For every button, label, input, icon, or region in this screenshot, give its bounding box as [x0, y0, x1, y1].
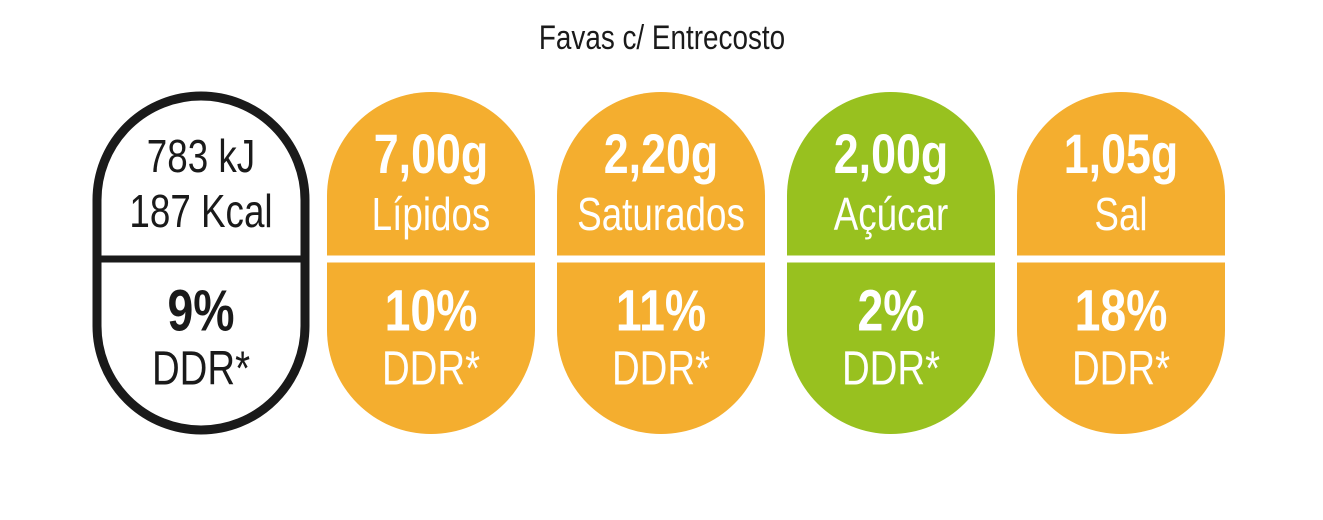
nutrient-pill — [787, 92, 995, 434]
energy-kcal: 187 Kcal — [129, 185, 272, 237]
nutrient-percent: 2% — [857, 278, 924, 343]
nutrient-amount: 7,00g — [374, 122, 489, 185]
energy-percent: 9% — [167, 278, 234, 343]
nutrient-ddr: DDR* — [842, 343, 940, 396]
nutrient-pill — [557, 92, 765, 434]
nutrient-percent: 11% — [616, 278, 706, 343]
nutrient-name: Sal — [1094, 188, 1147, 240]
energy-kj: 783 kJ — [147, 130, 255, 182]
nutrient-name: Lípidos — [372, 188, 491, 240]
nutrient-ddr: DDR* — [612, 343, 710, 396]
title: Favas c/ Entrecosto — [539, 18, 785, 56]
nutrient-name: Açúcar — [834, 188, 949, 240]
nutrient-amount: 2,20g — [604, 122, 719, 185]
nutrient-pill — [327, 92, 535, 434]
nutrient-amount: 2,00g — [834, 122, 949, 185]
energy-pill — [92, 91, 310, 435]
energy-ddr: DDR* — [152, 343, 250, 396]
nutrient-ddr: DDR* — [1072, 343, 1170, 396]
nutrient-amount: 1,05g — [1064, 122, 1179, 185]
nutrient-ddr: DDR* — [382, 343, 480, 396]
nutrient-percent: 10% — [385, 278, 478, 343]
nutrient-name: Saturados — [577, 188, 745, 240]
nutrient-percent: 18% — [1075, 278, 1168, 343]
nutrient-pill — [1017, 92, 1225, 434]
